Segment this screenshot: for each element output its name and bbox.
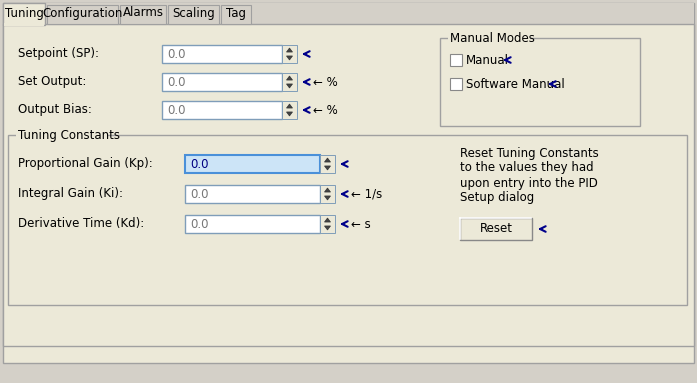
Text: Proportional Gain (Kp):: Proportional Gain (Kp): (18, 157, 153, 170)
Text: Setpoint (SP):: Setpoint (SP): (18, 47, 99, 61)
Text: Scaling: Scaling (172, 7, 215, 20)
Bar (282, 45, 297, 63)
Bar (282, 73, 297, 91)
Bar (185, 185, 320, 203)
Polygon shape (325, 196, 330, 200)
Text: Setup dialog: Setup dialog (460, 192, 534, 205)
Text: Reset Tuning Constants: Reset Tuning Constants (460, 147, 599, 159)
Text: 0.0: 0.0 (190, 157, 208, 170)
Text: Integral Gain (Ki):: Integral Gain (Ki): (18, 188, 123, 200)
Bar (168, 5, 219, 24)
Polygon shape (325, 218, 330, 222)
Text: ← %: ← % (313, 103, 338, 116)
Bar (185, 155, 320, 173)
Text: Derivative Time (Kd):: Derivative Time (Kd): (18, 218, 144, 231)
Polygon shape (286, 48, 293, 52)
Bar (320, 185, 335, 203)
Bar (162, 73, 282, 91)
Text: ← s: ← s (351, 218, 371, 231)
Text: Tag: Tag (226, 7, 246, 20)
Text: 0.0: 0.0 (167, 75, 185, 88)
Bar (461, 219, 533, 241)
Bar (47, 5, 118, 24)
Polygon shape (286, 84, 293, 88)
Bar (3, 3, 694, 25)
Text: Output Bias:: Output Bias: (18, 103, 92, 116)
Text: Set Output:: Set Output: (18, 75, 86, 88)
Text: upon entry into the PID: upon entry into the PID (460, 177, 598, 190)
Bar (450, 54, 462, 66)
Text: to the values they had: to the values they had (460, 162, 594, 175)
Bar (185, 215, 320, 233)
Bar (320, 215, 335, 233)
Text: ← 1/s: ← 1/s (351, 188, 382, 200)
Bar (460, 218, 532, 240)
Bar (282, 101, 297, 119)
Text: Manual: Manual (466, 54, 509, 67)
Text: 0.0: 0.0 (190, 218, 208, 231)
Text: Manual Modes: Manual Modes (450, 31, 535, 44)
Bar (120, 5, 166, 24)
Text: Tuning: Tuning (5, 8, 43, 21)
Text: Alarms: Alarms (123, 7, 164, 20)
Polygon shape (286, 112, 293, 116)
Bar (162, 45, 282, 63)
Text: ← %: ← % (313, 75, 338, 88)
Text: 0.0: 0.0 (190, 188, 208, 200)
Bar (221, 5, 251, 24)
Polygon shape (286, 76, 293, 80)
Text: Reset: Reset (480, 223, 512, 236)
Polygon shape (325, 226, 330, 230)
Bar (162, 101, 282, 119)
Bar (448, 33, 530, 44)
Text: Configuration: Configuration (43, 7, 123, 20)
Bar (440, 38, 640, 126)
Bar (3, 3, 45, 25)
Bar (3, 24, 694, 346)
Polygon shape (325, 166, 330, 170)
Bar (4, 23, 44, 26)
Text: 0.0: 0.0 (167, 103, 185, 116)
Polygon shape (286, 104, 293, 108)
Text: Tuning Constants: Tuning Constants (18, 129, 120, 141)
Text: 0.0: 0.0 (167, 47, 185, 61)
Polygon shape (286, 56, 293, 60)
Bar (320, 155, 335, 173)
Polygon shape (325, 188, 330, 192)
Text: Software Manual: Software Manual (466, 77, 565, 90)
Polygon shape (325, 158, 330, 162)
Bar (450, 78, 462, 90)
Bar (16, 130, 108, 141)
Bar (8, 135, 687, 305)
